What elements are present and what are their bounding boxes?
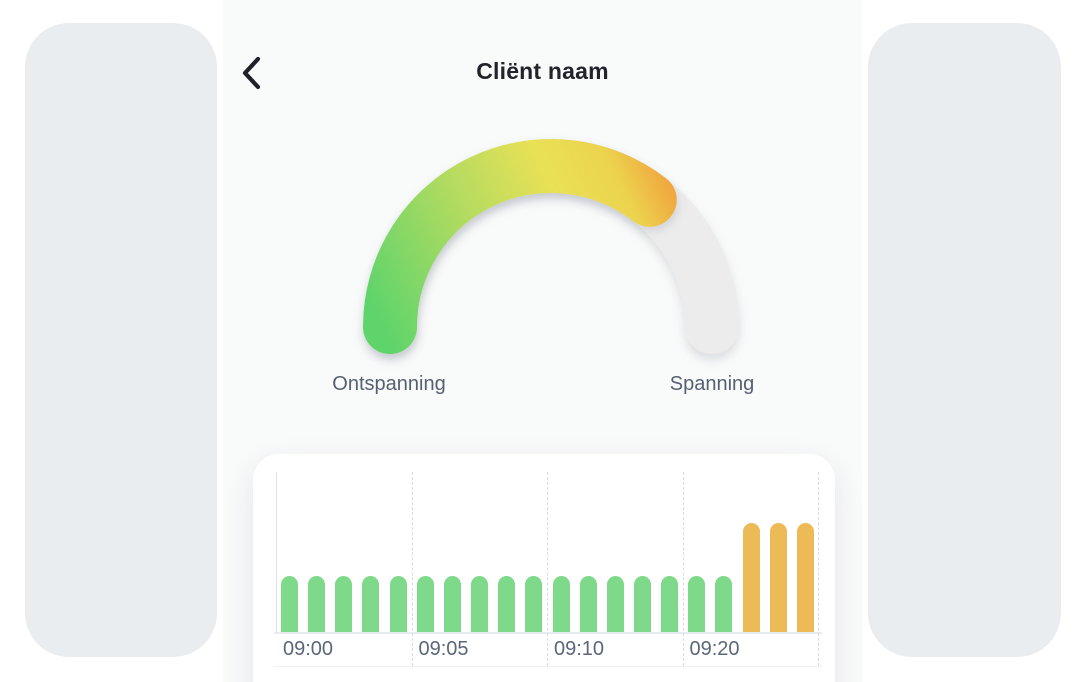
x-tick-label: 09:20 [689,638,740,660]
app-header: Cliënt naam [223,0,862,110]
bar [661,576,679,632]
bar [606,576,624,632]
bar [688,576,706,632]
bar [362,576,380,632]
bar [416,576,434,632]
gauge-label-tension: Spanning [669,373,755,395]
bar [498,576,516,632]
bar [552,576,570,632]
gridline [547,472,548,666]
bar [471,576,489,632]
left-background-panel [25,23,217,657]
gridline [818,472,819,666]
bar-chart: 09:00 09:05 09:10 09:20 [274,472,822,667]
back-button[interactable] [235,50,279,96]
page-title: Cliënt naam [476,58,609,84]
tension-gauge [363,139,739,354]
bar [769,523,787,632]
gridline [276,472,277,632]
x-tick-label: 09:05 [418,638,469,660]
chart-bottom-rule [274,666,822,667]
bar [715,576,733,632]
x-tick-label: 09:00 [283,638,334,660]
bar [308,576,326,632]
bar [281,576,298,632]
bar [633,576,651,632]
chart-baseline [274,632,822,634]
gauge-label-relaxation: Ontspanning [332,373,446,395]
chart-card: 09:00 09:05 09:10 09:20 [253,454,835,682]
chevron-left-icon [242,56,261,90]
gridline [411,472,413,666]
bar [742,523,760,632]
bar [579,576,597,632]
bar [796,523,814,632]
phone-screen: Cliënt naam Ontspanni [223,0,862,682]
x-tick-label: 09:10 [554,638,605,660]
bar [389,576,407,632]
bar [443,576,461,632]
bar [525,576,543,632]
gauge-fill [363,139,677,354]
gridline [682,472,684,666]
bar [335,576,353,632]
right-background-panel [868,23,1061,657]
